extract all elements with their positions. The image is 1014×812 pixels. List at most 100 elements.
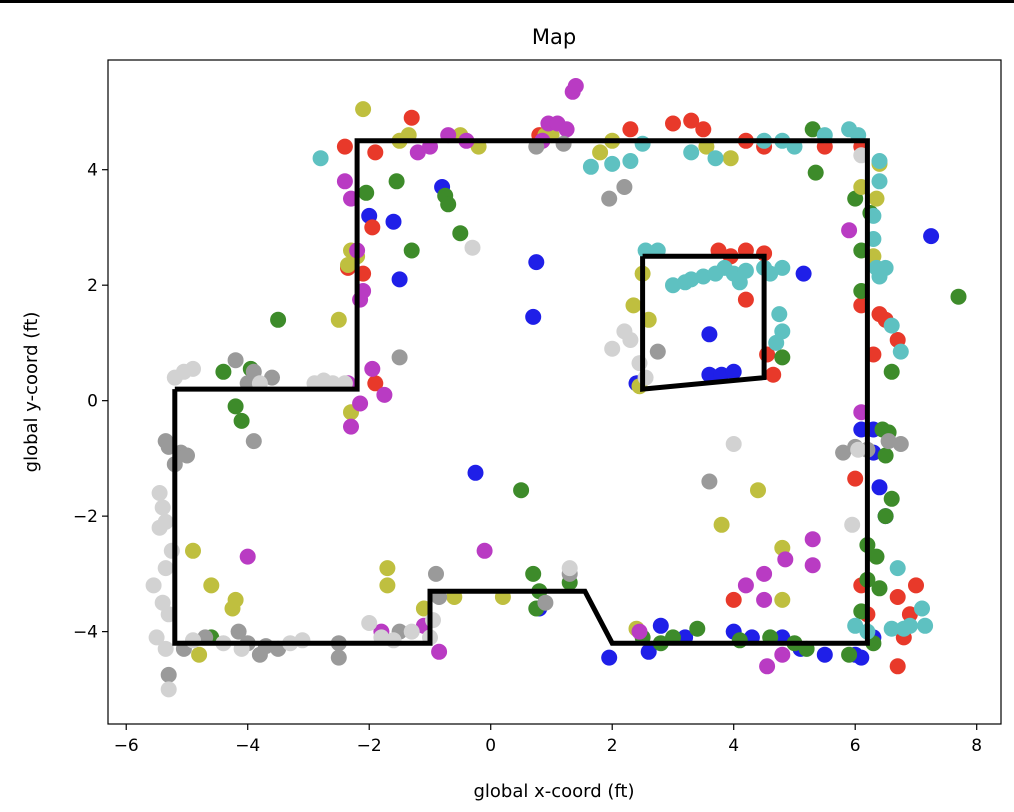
scatter-point	[737, 262, 754, 279]
scatter-point	[713, 366, 730, 383]
scatter-point	[336, 173, 353, 190]
scatter-point	[157, 433, 174, 450]
scatter-point	[227, 398, 244, 415]
chart-title: Map	[532, 25, 576, 49]
scatter-point	[179, 447, 195, 464]
scatter-point	[725, 591, 742, 608]
scatter-point	[889, 560, 906, 577]
scatter-point	[695, 268, 712, 285]
scatter-point	[759, 658, 776, 675]
scatter-point	[756, 565, 773, 582]
scatter-point	[513, 482, 530, 499]
scatter-point	[582, 158, 599, 175]
scatter-point	[388, 173, 405, 190]
scatter-point	[567, 78, 584, 94]
scatter-point	[871, 580, 888, 597]
scatter-point	[883, 363, 900, 380]
scatter-point	[294, 632, 311, 649]
x-tick-label: 4	[728, 736, 739, 756]
scatter-point	[604, 155, 621, 172]
scatter-point	[428, 565, 444, 582]
scatter-point	[525, 308, 542, 325]
scatter-point	[148, 629, 165, 646]
scatter-point	[774, 349, 791, 366]
scatter-point	[877, 447, 894, 464]
scatter-point	[385, 632, 402, 649]
scatter-point	[631, 623, 648, 640]
scatter-point	[737, 291, 754, 308]
scatter-point	[816, 646, 833, 663]
x-tick-label: −2	[357, 736, 382, 756]
scatter-point	[841, 222, 858, 239]
scatter-point	[336, 138, 353, 155]
scatter-point	[215, 363, 232, 380]
scatter-point	[835, 444, 852, 461]
scatter-point	[713, 516, 730, 533]
scatter-point	[157, 560, 174, 577]
scatter-point	[622, 121, 639, 138]
scatter-point	[558, 121, 575, 138]
scatter-point	[774, 591, 791, 608]
scatter-point	[230, 623, 247, 640]
scatter-point	[908, 577, 924, 594]
scatter-point	[877, 508, 894, 525]
scatter-point	[525, 565, 542, 582]
scatter-point	[364, 219, 381, 236]
scatter-point	[871, 173, 888, 190]
scatter-point	[701, 326, 718, 343]
scatter-point	[163, 542, 180, 559]
scatter-point	[151, 485, 168, 501]
scatter-point	[771, 306, 788, 323]
scatter-point	[756, 591, 773, 608]
scatter-point	[683, 144, 700, 161]
scatter-point	[379, 560, 396, 577]
scatter-point	[649, 343, 666, 360]
scatter-point	[403, 109, 420, 126]
plot-frame	[107, 59, 1002, 725]
scatter-point	[185, 542, 201, 559]
scatter-point	[707, 150, 724, 167]
scatter-point	[923, 228, 940, 245]
scatter-point	[871, 268, 888, 285]
scatter-point	[665, 277, 681, 294]
scatter-point	[841, 646, 858, 663]
outer-boundary-wall	[172, 138, 870, 646]
x-tick-label: −4	[235, 736, 260, 756]
scatter-point	[871, 479, 888, 496]
scatter-point	[895, 620, 912, 637]
scatter-point	[725, 363, 742, 380]
scatter-point	[847, 470, 864, 487]
y-tick-label: 0	[87, 392, 98, 412]
scatter-point	[665, 115, 681, 132]
scatter-point	[312, 150, 329, 167]
scatter-point	[722, 150, 739, 167]
scatter-point	[695, 121, 712, 138]
scatter-point	[191, 646, 208, 663]
scatter-point	[917, 617, 934, 634]
scatter-point	[528, 254, 545, 271]
scatter-point	[601, 190, 618, 207]
y-tick-label: −2	[73, 507, 98, 527]
scatter-point	[616, 179, 633, 195]
scatter-point	[892, 436, 909, 452]
scatter-point	[245, 433, 262, 450]
scatter-point	[701, 366, 718, 383]
scatter-point	[227, 591, 244, 608]
scatter-point	[367, 375, 384, 392]
scatter-point	[807, 164, 824, 181]
scatter-point	[160, 666, 177, 683]
scatter-point	[592, 144, 609, 161]
scatter-point	[889, 589, 906, 605]
scatter-point	[625, 297, 642, 314]
scatter-point	[652, 617, 669, 634]
scatter-point	[768, 334, 785, 351]
scatter-point	[160, 681, 177, 698]
scatter-point	[731, 632, 748, 649]
scatter-point	[725, 436, 742, 452]
top-border-line	[0, 0, 1014, 3]
scatter-point	[604, 340, 621, 357]
inner-box-wall	[640, 253, 767, 392]
scatter-point	[376, 386, 393, 403]
scatter-point	[425, 612, 441, 629]
scatter-point	[795, 265, 812, 282]
